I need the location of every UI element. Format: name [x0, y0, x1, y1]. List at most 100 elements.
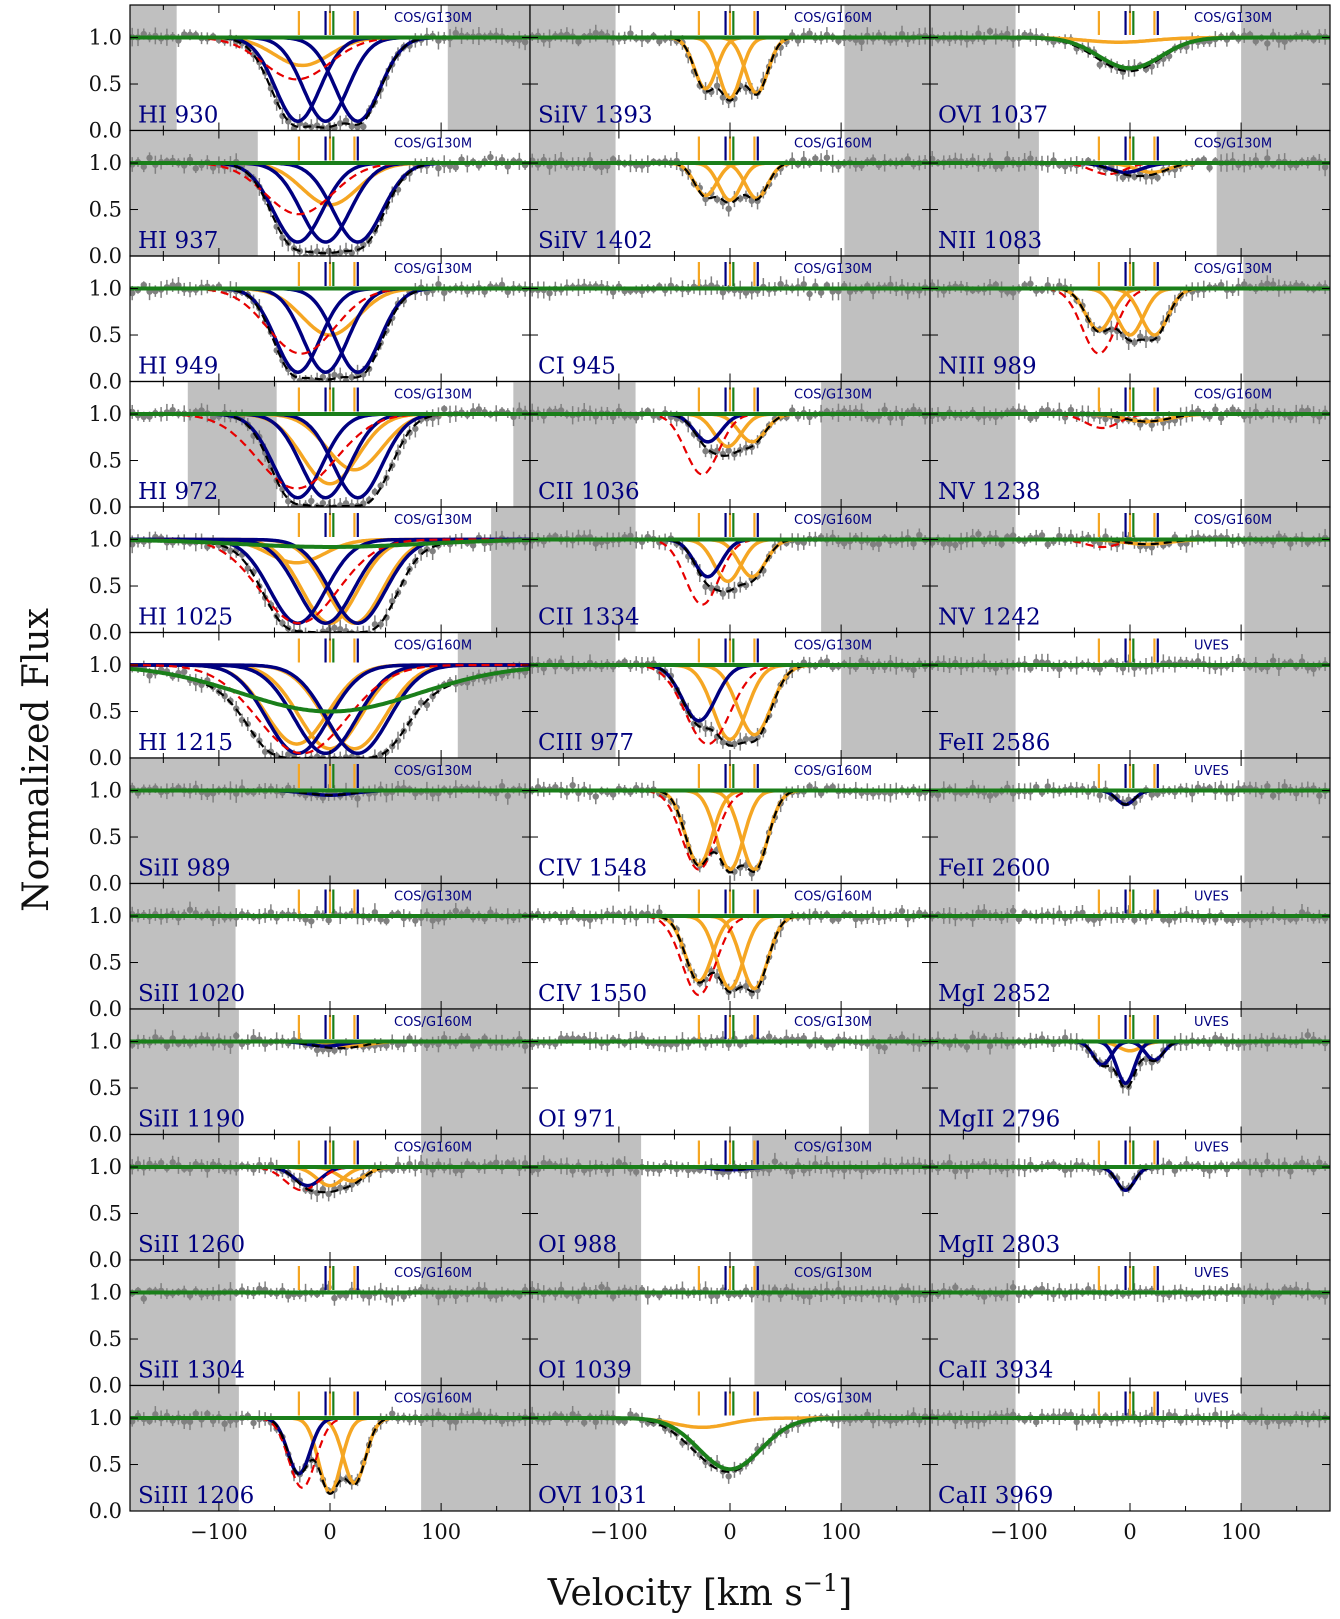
x-axis-title-exponent: −1 — [803, 1569, 838, 1597]
y-tick-label: 1.0 — [89, 277, 122, 301]
data-point — [354, 795, 360, 801]
instrument-label: COS/G130M — [1194, 137, 1272, 152]
instrument-label: COS/G160M — [1194, 388, 1272, 403]
panel-feii-2600: FeII 2600UVES — [929, 758, 1330, 884]
panel-siii-1190: 0.00.51.0SiII 1190COS/G160M — [89, 1009, 530, 1147]
y-tick-label: 0.5 — [89, 449, 122, 473]
panel-hi-1025: 0.00.51.0HI 1025COS/G130M — [89, 507, 530, 645]
ion-label: MgI 2852 — [938, 981, 1051, 1007]
data-point — [1131, 339, 1137, 345]
data-point — [493, 1159, 499, 1165]
instrument-label: COS/G160M — [394, 1015, 472, 1030]
y-tick-label: 1.0 — [89, 653, 122, 677]
ion-label: HI 1025 — [138, 605, 233, 631]
data-point — [522, 39, 528, 45]
ion-label: CIV 1550 — [538, 981, 647, 1007]
instrument-label: COS/G130M — [794, 262, 872, 277]
data-point — [1027, 281, 1033, 287]
instrument-label: UVES — [1194, 764, 1229, 779]
data-point — [453, 30, 459, 36]
ion-label: NIII 989 — [938, 354, 1037, 380]
masked-region — [491, 507, 530, 633]
instrument-label: COS/G130M — [794, 1015, 872, 1030]
data-point — [1316, 792, 1322, 798]
ion-label: SiIV 1402 — [538, 228, 653, 254]
data-point — [987, 1043, 993, 1049]
data-point — [899, 908, 905, 914]
data-point — [987, 28, 993, 34]
panel-civ-1550: CIV 1550COS/G160M — [529, 884, 930, 1010]
data-point — [876, 541, 882, 547]
data-point — [412, 917, 418, 923]
data-point — [766, 1033, 772, 1039]
panel-cii-1334: CII 1334 COS/G160M — [529, 507, 930, 633]
data-point — [725, 447, 731, 453]
data-point — [1264, 40, 1270, 46]
panel-siiv-1393: SiIV 1393 COS/G160M — [529, 5, 930, 131]
data-point — [522, 1043, 528, 1049]
data-point — [881, 1044, 887, 1050]
ion-label: NV 1238 — [938, 479, 1041, 505]
ion-label: MgII 2796 — [938, 1107, 1060, 1133]
panel-hi-1215: 0.00.51.0HI 1215COS/G160M — [89, 633, 530, 771]
instrument-label: COS/G130M — [1194, 11, 1272, 26]
instrument-label: COS/G130M — [794, 388, 872, 403]
data-point — [349, 630, 355, 636]
data-point — [546, 290, 552, 296]
y-tick-label: 0.0 — [89, 1248, 122, 1272]
data-point — [1305, 1032, 1311, 1038]
panel-hi-949: 0.00.51.0HI 949COS/G130M — [89, 256, 530, 394]
data-point — [435, 281, 441, 287]
instrument-label: COS/G130M — [394, 388, 472, 403]
panel-oi-988: OI 988COS/G130M — [529, 1135, 930, 1261]
y-tick-label: 1.0 — [89, 1155, 122, 1179]
data-point — [569, 782, 575, 788]
y-tick-label: 0.5 — [89, 951, 122, 975]
y-tick-label: 0.0 — [89, 872, 122, 896]
data-point — [308, 634, 314, 640]
data-point — [593, 793, 599, 799]
instrument-label: COS/G130M — [394, 262, 472, 277]
data-point — [441, 406, 447, 412]
y-tick-label: 0.0 — [89, 244, 122, 268]
data-point — [487, 154, 493, 160]
data-point — [743, 736, 749, 742]
y-tick-label: 0.5 — [89, 574, 122, 598]
data-point — [876, 1043, 882, 1049]
data-point — [308, 918, 314, 924]
data-point — [343, 628, 349, 634]
y-tick-label: 1.0 — [89, 26, 122, 50]
y-tick-label: 0.0 — [89, 495, 122, 519]
data-point — [453, 164, 459, 170]
data-point — [1264, 783, 1270, 789]
instrument-label: UVES — [1194, 890, 1229, 905]
data-point — [1264, 155, 1270, 161]
data-point — [464, 909, 470, 915]
data-point — [714, 83, 720, 89]
data-point — [952, 542, 958, 548]
ion-label: SiIV 1393 — [538, 103, 653, 129]
ion-label: HI 1215 — [138, 730, 233, 756]
instrument-label: COS/G130M — [394, 11, 472, 26]
data-point — [881, 407, 887, 413]
panel-siii-1260: 0.0 0.5 1.0 SiII 1260 COS/G160M — [89, 1135, 530, 1273]
data-point — [169, 1159, 175, 1165]
panel-ci-945: CI 945COS/G130M — [529, 256, 930, 382]
instrument-label: COS/G130M — [1194, 262, 1272, 277]
instrument-label: COS/G160M — [394, 1141, 472, 1156]
data-point — [1229, 917, 1235, 923]
data-point — [998, 541, 1004, 547]
data-point — [164, 1043, 170, 1049]
ion-label: CII 1334 — [538, 605, 640, 631]
instrument-label: COS/G160M — [794, 513, 872, 528]
data-point — [1229, 406, 1235, 412]
y-tick-label: 0.0 — [89, 746, 122, 770]
data-point — [1027, 415, 1033, 421]
data-point — [1097, 792, 1103, 798]
component-profile-orange — [530, 791, 930, 865]
instrument-label: COS/G160M — [794, 137, 872, 152]
ion-label: SiII 1260 — [138, 1232, 245, 1258]
data-point — [777, 281, 783, 287]
data-point — [435, 165, 441, 171]
